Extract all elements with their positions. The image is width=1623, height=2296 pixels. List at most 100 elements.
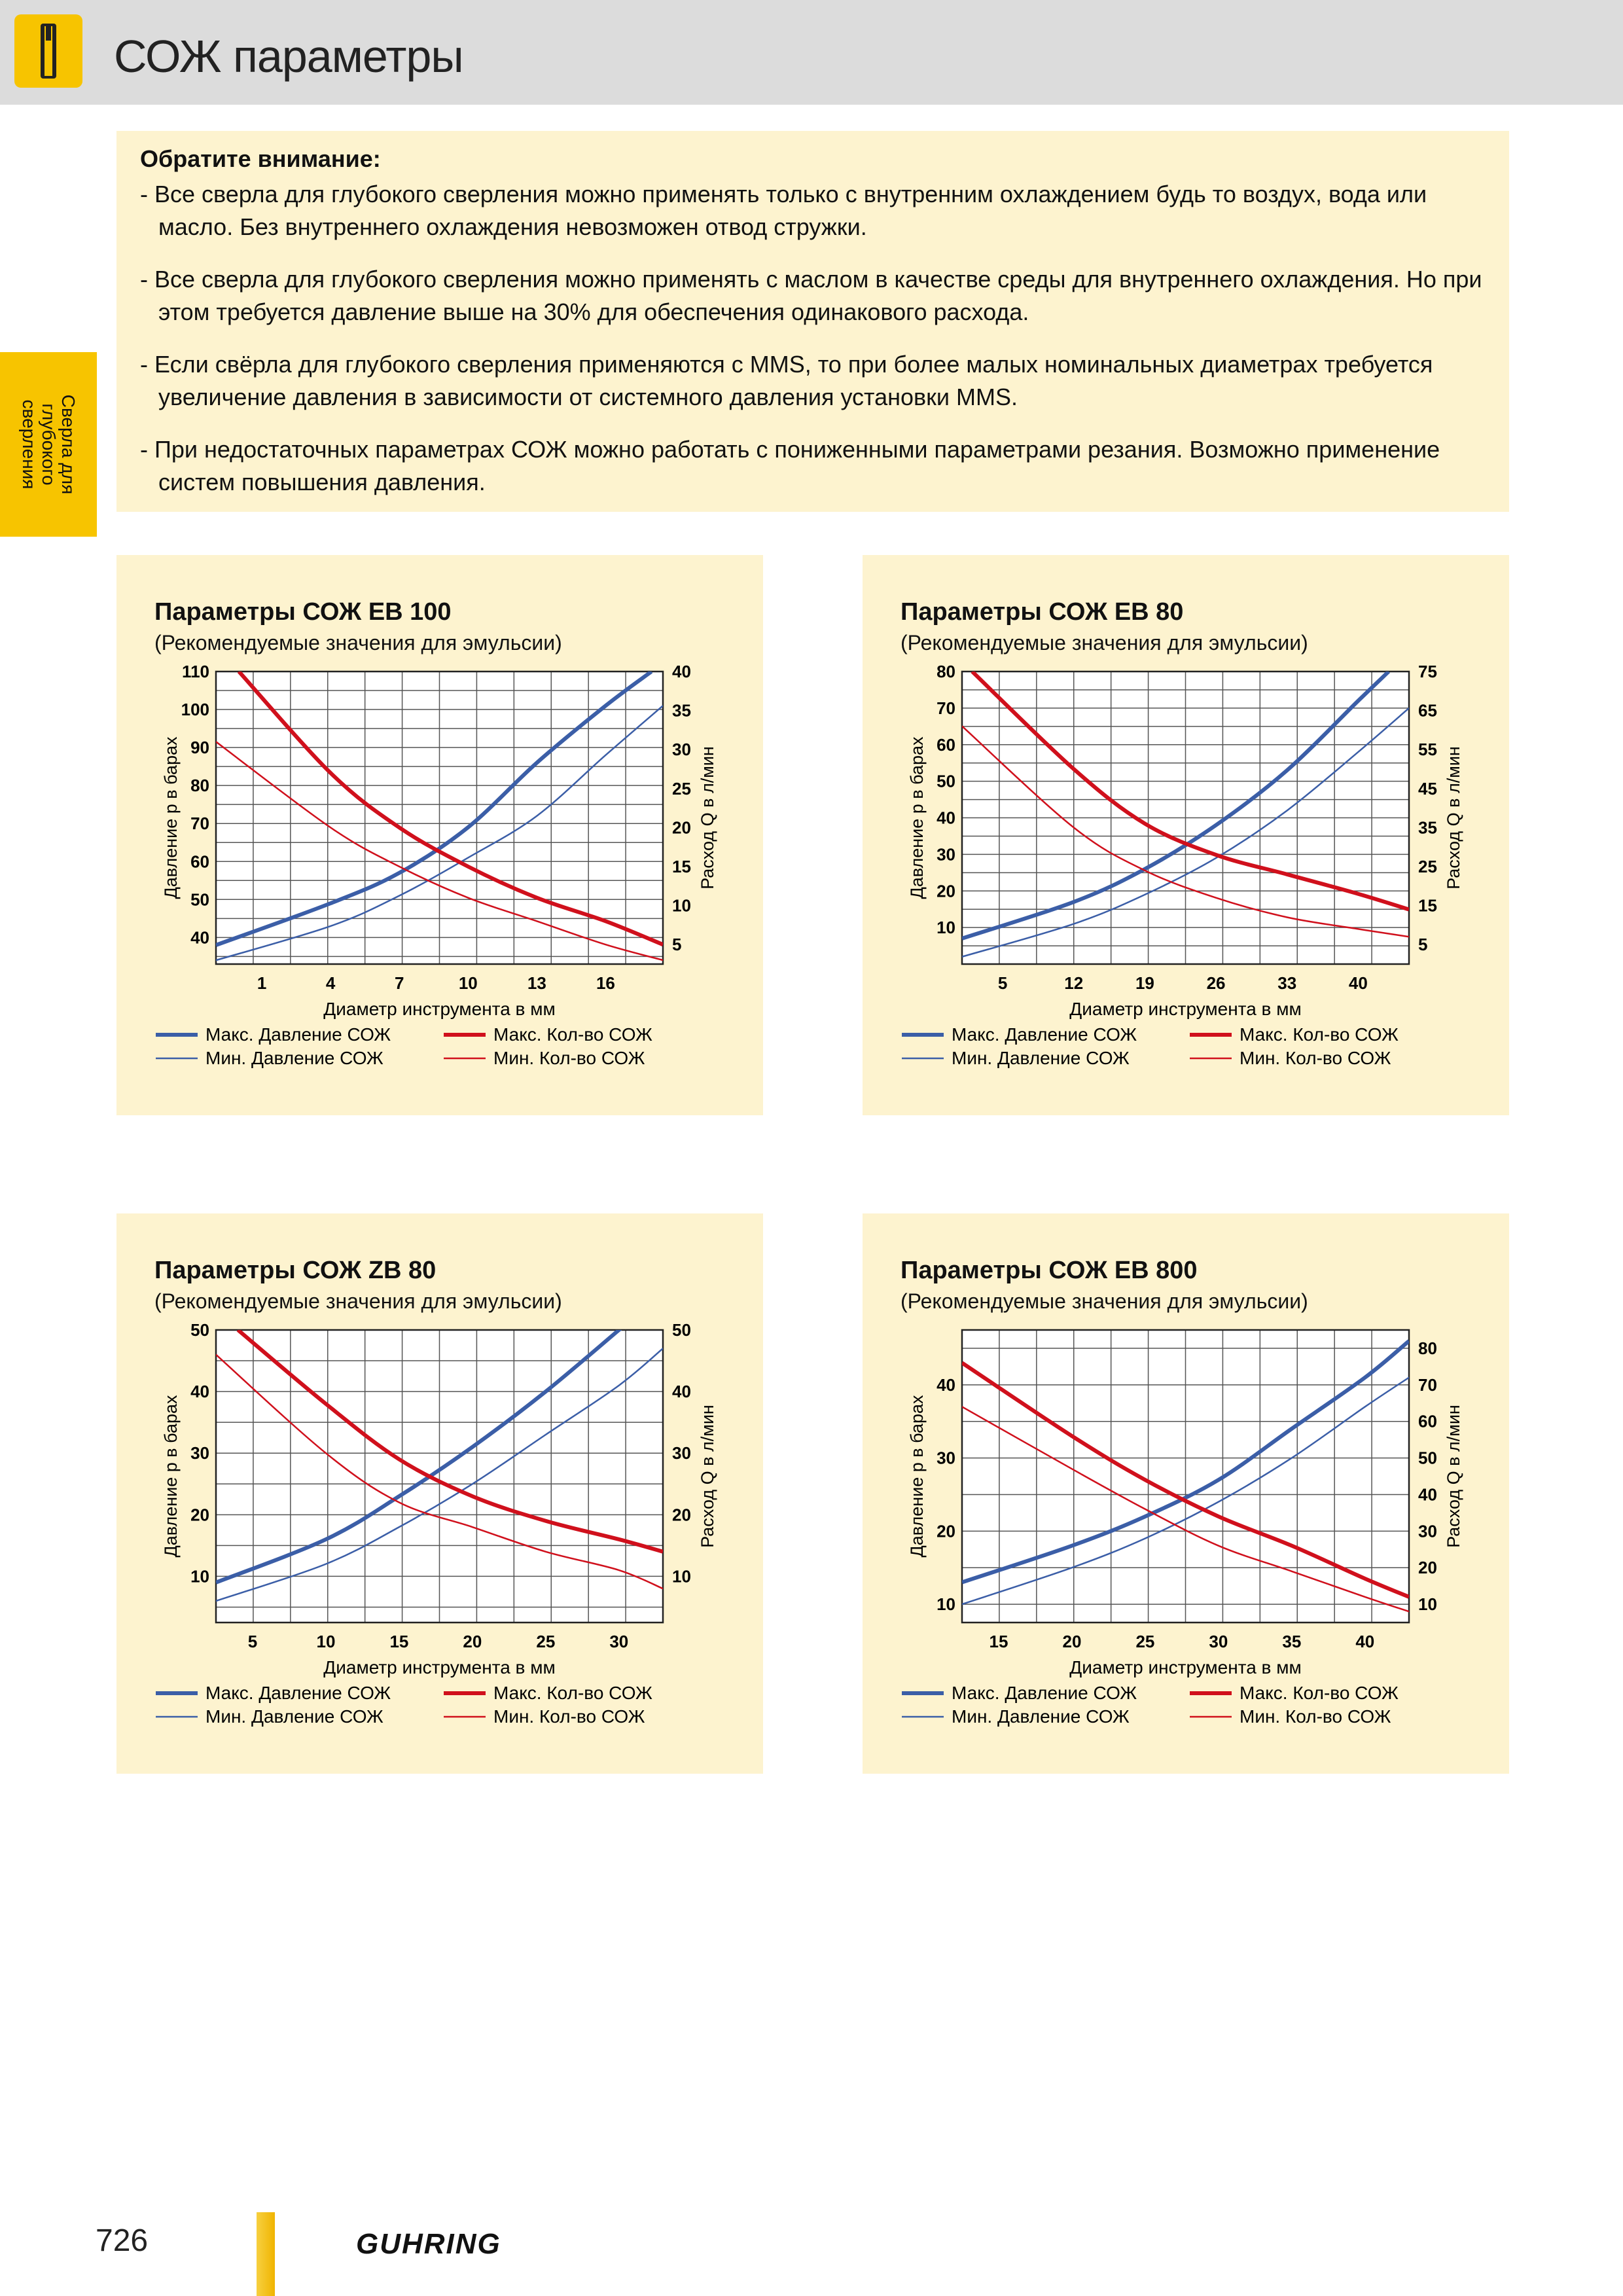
chart-title: Параметры СОЖ EB 800 [901, 1257, 1198, 1284]
notice-item: - Все сверла для глубокого сверления мож… [140, 181, 1427, 240]
y-right-tick-label: 25 [1418, 857, 1437, 876]
y-left-tick-label: 60 [190, 852, 209, 871]
y-left-tick-label: 90 [190, 738, 209, 757]
y-right-tick-label: 35 [1418, 817, 1437, 837]
y-left-tick-label: 70 [936, 698, 955, 718]
legend-label: Макс. Давление СОЖ [952, 1683, 1137, 1703]
drill-icon [14, 14, 82, 88]
notice-item: - Если свёрла для глубокого сверления пр… [140, 351, 1433, 410]
y-left-axis-label: Давление р в барах [161, 736, 181, 899]
x-tick-label: 30 [609, 1632, 628, 1651]
series-line-max-pressure [962, 1339, 1409, 1585]
y-right-tick-label: 35 [672, 701, 691, 721]
chart-title: Параметры СОЖ EB 100 [154, 598, 452, 626]
y-left-tick-label: 10 [936, 1594, 955, 1614]
x-tick-label: 4 [326, 973, 336, 993]
chart-panel-eb80: Параметры СОЖ EB 80 (Рекомендуемые значе… [863, 555, 1509, 1115]
x-axis-label: Диаметр инструмента в мм [1069, 1657, 1301, 1677]
y-left-tick-label: 30 [936, 844, 955, 864]
y-right-tick-label: 60 [1418, 1412, 1437, 1431]
x-tick-label: 13 [527, 973, 546, 993]
y-left-tick-label: 40 [190, 927, 209, 947]
series-line-min-flow [216, 741, 663, 961]
y-right-tick-label: 45 [1418, 779, 1437, 798]
x-tick-label: 15 [389, 1632, 408, 1651]
y-left-axis-label: Давление р в барах [161, 1395, 181, 1558]
y-left-axis-label: Давление р в барах [907, 1395, 927, 1558]
series-line-max-flow [962, 1361, 1409, 1599]
y-left-tick-label: 40 [190, 1382, 209, 1401]
y-right-axis-label: Расход Q в л/мин [698, 746, 717, 889]
plot-border [961, 670, 1410, 965]
series-line-max-flow [237, 672, 663, 946]
legend-label: Мин. Давление СОЖ [952, 1706, 1130, 1727]
x-axis-label: Диаметр инструмента в мм [1069, 999, 1301, 1019]
x-tick-label: 1 [257, 973, 266, 993]
y-right-tick-label: 10 [672, 896, 691, 916]
y-right-tick-label: 80 [1418, 1338, 1437, 1358]
y-right-tick-label: 10 [1418, 1594, 1437, 1614]
y-right-tick-label: 20 [672, 1505, 691, 1524]
y-right-tick-label: 55 [1418, 740, 1437, 759]
legend-label: Макс. Кол-во СОЖ [1240, 1024, 1399, 1045]
y-left-tick-label: 20 [936, 1521, 955, 1541]
legend-label: Мин. Давление СОЖ [205, 1706, 383, 1727]
y-right-tick-label: 30 [672, 1443, 691, 1463]
side-tab[interactable]: Сверла для глубокого сверления [0, 352, 97, 537]
brand-logo: GUHRING [356, 2228, 501, 2260]
legend-label: Макс. Кол-во СОЖ [493, 1683, 652, 1703]
series-line-min-pressure [216, 705, 663, 961]
y-left-tick-label: 20 [190, 1505, 209, 1524]
legend-label: Мин. Кол-во СОЖ [493, 1706, 645, 1727]
legend-label: Мин. Кол-во СОЖ [1240, 1048, 1391, 1068]
y-left-tick-label: 100 [181, 700, 209, 719]
chart-panel-eb800: Параметры СОЖ EB 800 (Рекомендуемые знач… [863, 1213, 1509, 1774]
series-line-min-pressure [962, 1376, 1409, 1605]
legend-label: Макс. Давление СОЖ [205, 1024, 391, 1045]
chart-subtitle: (Рекомендуемые значения для эмульсии) [901, 1289, 1308, 1313]
series-line-max-pressure [216, 1330, 622, 1585]
x-tick-label: 15 [990, 1632, 1008, 1651]
legend-label: Макс. Давление СОЖ [952, 1024, 1137, 1045]
chart-eb100: 40 50 60 70 80 90 100 110 5 10 15 20 25 30 35 40 1 4 7 10 13… [156, 662, 717, 1068]
x-axis-label: Диаметр инструмента в мм [323, 1657, 555, 1677]
chart-panel-zb80: Параметры СОЖ ZB 80 (Рекомендуемые значе… [116, 1213, 763, 1774]
x-tick-label: 40 [1349, 973, 1368, 993]
chart-title: Параметры СОЖ EB 80 [901, 598, 1184, 626]
y-right-tick-label: 30 [1418, 1521, 1437, 1541]
x-tick-label: 16 [596, 973, 615, 993]
series-line-max-flow [971, 672, 1409, 912]
y-right-tick-label: 5 [672, 935, 681, 954]
y-left-tick-label: 60 [936, 735, 955, 755]
y-right-tick-label: 40 [672, 662, 691, 681]
chart-subtitle: (Рекомендуемые значения для эмульсии) [154, 1289, 562, 1313]
notice-heading: Обратите внимание: [140, 145, 381, 172]
side-tab-label: Сверла для глубокого сверления [19, 394, 79, 495]
x-tick-label: 10 [459, 973, 478, 993]
series-line-max-pressure [216, 672, 653, 947]
page-title: СОЖ параметры [114, 31, 464, 82]
y-left-tick-label: 80 [936, 662, 955, 681]
plot-border [215, 670, 664, 965]
chart-subtitle: (Рекомендуемые значения для эмульсии) [901, 631, 1308, 655]
chart-eb800: 10 20 30 40 10 20 30 40 50 60 70 80 15 20 25 30 35 40 Диам… [902, 1329, 1463, 1727]
y-left-tick-label: 30 [190, 1443, 209, 1463]
y-right-axis-label: Расход Q в л/мин [1444, 746, 1463, 889]
legend-label: Мин. Давление СОЖ [952, 1048, 1130, 1068]
legend-label: Мин. Кол-во СОЖ [1240, 1706, 1391, 1727]
series-line-min-pressure [216, 1348, 663, 1602]
chart-eb80: 10 20 30 40 50 60 70 80 5 15 25 35 45 55 65 75 5 12 19 26 33… [902, 662, 1463, 1068]
legend-label: Макс. Кол-во СОЖ [1240, 1683, 1399, 1703]
series-line-min-flow [962, 725, 1409, 938]
x-tick-label: 7 [395, 973, 404, 993]
y-left-tick-label: 20 [936, 881, 955, 901]
y-right-axis-label: Расход Q в л/мин [698, 1405, 717, 1548]
plot-border [215, 1329, 664, 1624]
series-line-max-pressure [962, 672, 1391, 941]
y-right-tick-label: 65 [1418, 701, 1437, 721]
chart-panel-eb100: Параметры СОЖ EB 100 (Рекомендуемые знач… [116, 555, 763, 1115]
x-axis-label: Диаметр инструмента в мм [323, 999, 555, 1019]
series-line-min-flow [216, 1354, 663, 1590]
y-right-tick-label: 70 [1418, 1375, 1437, 1395]
x-tick-label: 19 [1135, 973, 1154, 993]
